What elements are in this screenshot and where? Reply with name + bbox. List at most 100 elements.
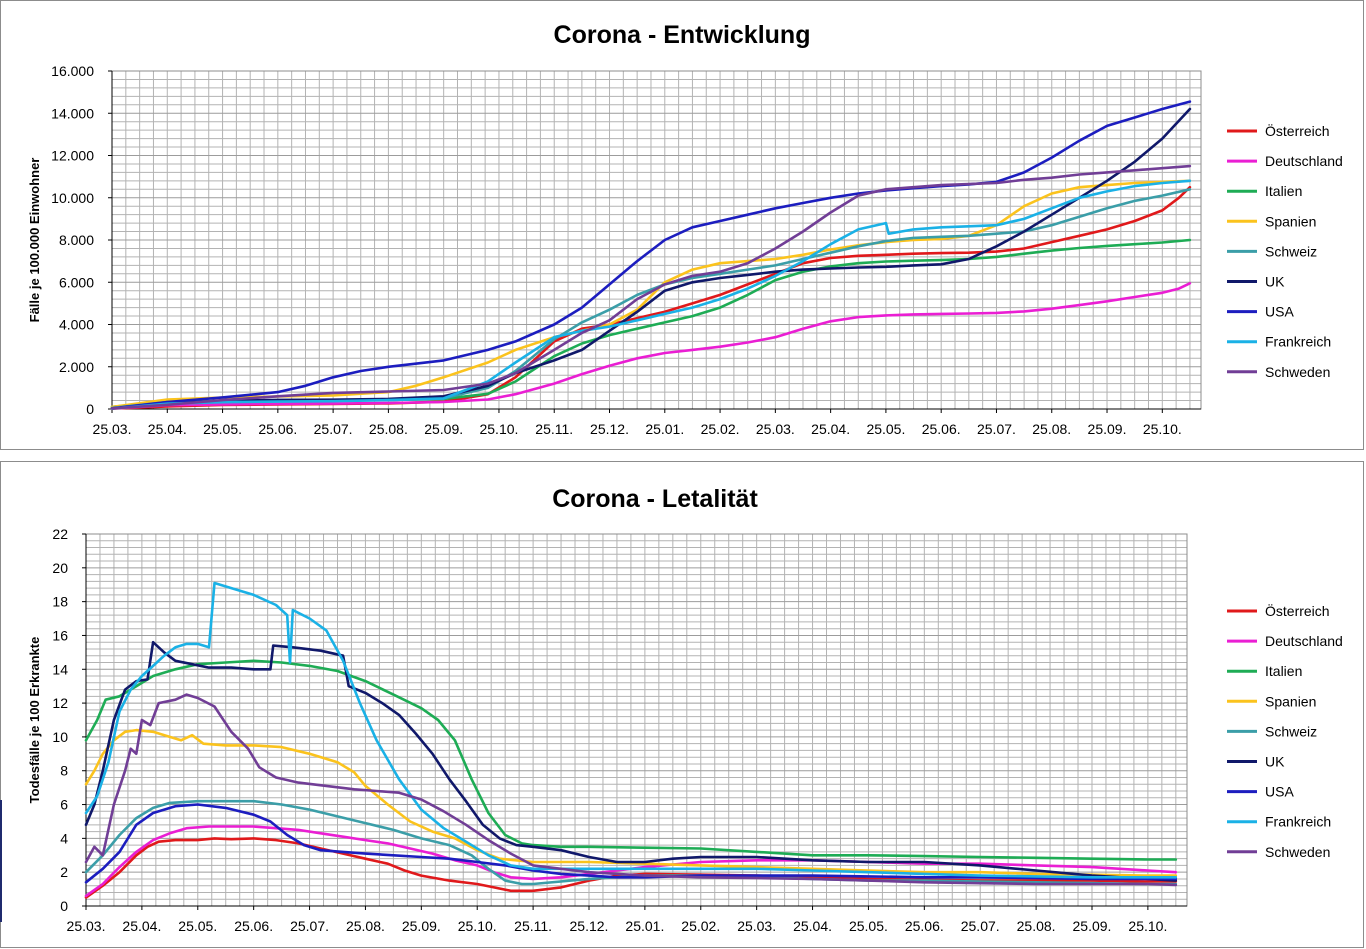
chart1-series-line-uk [84, 640, 1178, 882]
chart0-xtick-label: 25.04. [148, 421, 187, 437]
chart0-ytick-label: 8.000 [59, 232, 94, 248]
chart1-ytick-label: 20 [52, 560, 68, 576]
chart1-series-line-spanien [84, 728, 1178, 877]
chart0-xtick-label: 25.06. [922, 421, 961, 437]
chart0-legend-label-schweiz: Schweiz [1265, 243, 1317, 259]
chart1-xtick-label: 25.04. [793, 918, 832, 934]
chart0-xtick-label: 25.09. [424, 421, 463, 437]
chart0-xtick-label: 25.03. [756, 421, 795, 437]
chart0-legend-label-frankreich: Frankreich [1265, 334, 1331, 350]
chart-entwicklung: Corona - Entwicklung 0 2.000 4.000 6.000 8.00… [27, 21, 1343, 437]
chart1-xtick-label: 25.10. [458, 918, 497, 934]
chart0-ytick-label: 12.000 [51, 148, 94, 164]
chart1-xtick-label: 25.12. [570, 918, 609, 934]
chart1-series-line-oesterreich [84, 837, 1178, 899]
chart-letalitaet: Corona - Letalität 0 2 4 6 8 10 12 14 16 18 20 22 25.… [27, 485, 1343, 934]
chart0-series-line-schweden [110, 164, 1192, 410]
chart0-xtick-label: 25.06. [258, 421, 297, 437]
chart1-legend-label-schweiz: Schweiz [1265, 723, 1317, 739]
chart1-ytick-label: 6 [60, 797, 68, 813]
chart1-series-line-frankreich [84, 581, 1178, 879]
chart1-ytick-label: 12 [52, 695, 68, 711]
chart1-xtick-label: 25.05. [178, 918, 217, 934]
chart1-xtick-label: 25.07. [290, 918, 329, 934]
chart0-ytick-label: 14.000 [51, 105, 94, 121]
chart0-ytick-label: 6.000 [59, 274, 94, 290]
chart0-xtick-label: 25.01. [645, 421, 684, 437]
chart1-xtick-label: 25.05. [849, 918, 888, 934]
chart0-xtick-label: 25.12. [590, 421, 629, 437]
chart1-xtick-label: 25.03. [67, 918, 106, 934]
chart1-legend-label-deutschland: Deutschland [1265, 633, 1343, 649]
chart1-ytick-label: 18 [52, 594, 68, 610]
chart1-grid [86, 534, 1187, 906]
chart1-series-group [84, 581, 1178, 899]
chart1-ylabel: Todesfälle je 100 Erkrankte [27, 637, 42, 804]
chart0-series-group [110, 100, 1192, 410]
chart1-ytick-label: 10 [52, 729, 68, 745]
chart1-ytick-label: 14 [52, 661, 68, 677]
left-edge-marker [0, 800, 2, 922]
chart1-xtick-label: 25.10. [1128, 918, 1167, 934]
chart0-title: Corona - Entwicklung [554, 21, 811, 49]
chart-panel-letalitaet: Corona - Letalität 0 2 4 6 8 10 12 14 16 18 20 22 25.… [0, 461, 1364, 948]
chart0-legend-label-deutschland: Deutschland [1265, 153, 1343, 169]
chart-panel-entwicklung: Corona - Entwicklung 0 2.000 4.000 6.000 8.00… [0, 0, 1364, 450]
chart0-ytick-label: 0 [86, 401, 94, 417]
chart0-xtick-label: 25.02. [701, 421, 740, 437]
chart0-xtick-label: 25.08. [1032, 421, 1071, 437]
chart0-legend-label-usa: USA [1265, 304, 1294, 320]
chart0-ylabel: Fälle je 100.000 Einwohner [27, 158, 42, 323]
chart1-series-line-italien [84, 659, 1178, 861]
chart1-ytick-label: 2 [60, 864, 68, 880]
chart1-ytick-label: 16 [52, 627, 68, 643]
chart0-series-line-spanien [110, 179, 1192, 409]
chart1-xtick-label: 25.11. [514, 918, 552, 934]
chart0-xtick-label: 25.09. [1088, 421, 1127, 437]
chart0-xtick-label: 25.08. [369, 421, 408, 437]
chart0-xtick-label: 25.07. [314, 421, 353, 437]
chart0-legend-label-oesterreich: Österreich [1265, 122, 1330, 139]
chart0-xtick-label: 25.11. [535, 421, 573, 437]
chart1-xtick-label: 25.01. [625, 918, 664, 934]
chart0-xtick-label: 25.05. [866, 421, 905, 437]
chart0-ytick-label: 10.000 [51, 190, 94, 206]
chart1-xtick-label: 25.08. [346, 918, 385, 934]
chart0-legend-label-italien: Italien [1265, 183, 1302, 199]
chart1-xtick-label: 25.06. [234, 918, 273, 934]
chart1-xtick-label: 25.09. [402, 918, 441, 934]
chart0-xtick-label: 25.10. [1143, 421, 1182, 437]
chart1-xtick-label: 25.03. [737, 918, 776, 934]
chart1-series-line-schweden [84, 693, 1178, 887]
chart0-xtick-label: 25.04. [811, 421, 850, 437]
chart0-xtick-label: 25.10. [479, 421, 518, 437]
chart1-xtick-label: 25.09. [1073, 918, 1112, 934]
chart0-ytick-label: 16.000 [51, 63, 94, 79]
chart1-xtick-label: 25.04. [122, 918, 161, 934]
chart0-legend-label-spanien: Spanien [1265, 213, 1316, 229]
chart1-xtick-label: 25.07. [961, 918, 1000, 934]
chart1-legend-label-italien: Italien [1265, 663, 1302, 679]
chart0-legend: Österreich Deutschland Italien Spanien Schwe… [1227, 122, 1343, 380]
chart1-ytick-label: 8 [60, 763, 68, 779]
chart0-xtick-label: 25.05. [203, 421, 242, 437]
chart0-legend-label-schweden: Schweden [1265, 364, 1330, 380]
chart0-ytick-label: 2.000 [59, 359, 94, 375]
chart0-series-line-usa [110, 100, 1192, 410]
chart1-legend: Österreich Deutschland Italien Spanien Schwe… [1227, 602, 1343, 860]
chart1-ytick-label: 0 [60, 898, 68, 914]
chart1-ytick-label: 4 [60, 830, 68, 846]
chart1-legend-label-spanien: Spanien [1265, 693, 1316, 709]
chart1-xtick-label: 25.02. [681, 918, 720, 934]
chart1-legend-label-schweden: Schweden [1265, 844, 1330, 860]
chart1-legend-label-oesterreich: Österreich [1265, 602, 1330, 619]
chart1-legend-label-uk: UK [1265, 754, 1285, 770]
chart0-xtick-label: 25.07. [977, 421, 1016, 437]
chart1-legend-label-usa: USA [1265, 784, 1294, 800]
chart0-series-line-uk [110, 107, 1192, 410]
chart0-legend-label-uk: UK [1265, 274, 1285, 290]
chart1-series-line-usa [84, 803, 1178, 884]
chart0-series-line-frankreich [110, 179, 1192, 410]
chart1-xtick-label: 25.06. [905, 918, 944, 934]
chart1-ytick-label: 22 [52, 526, 68, 542]
